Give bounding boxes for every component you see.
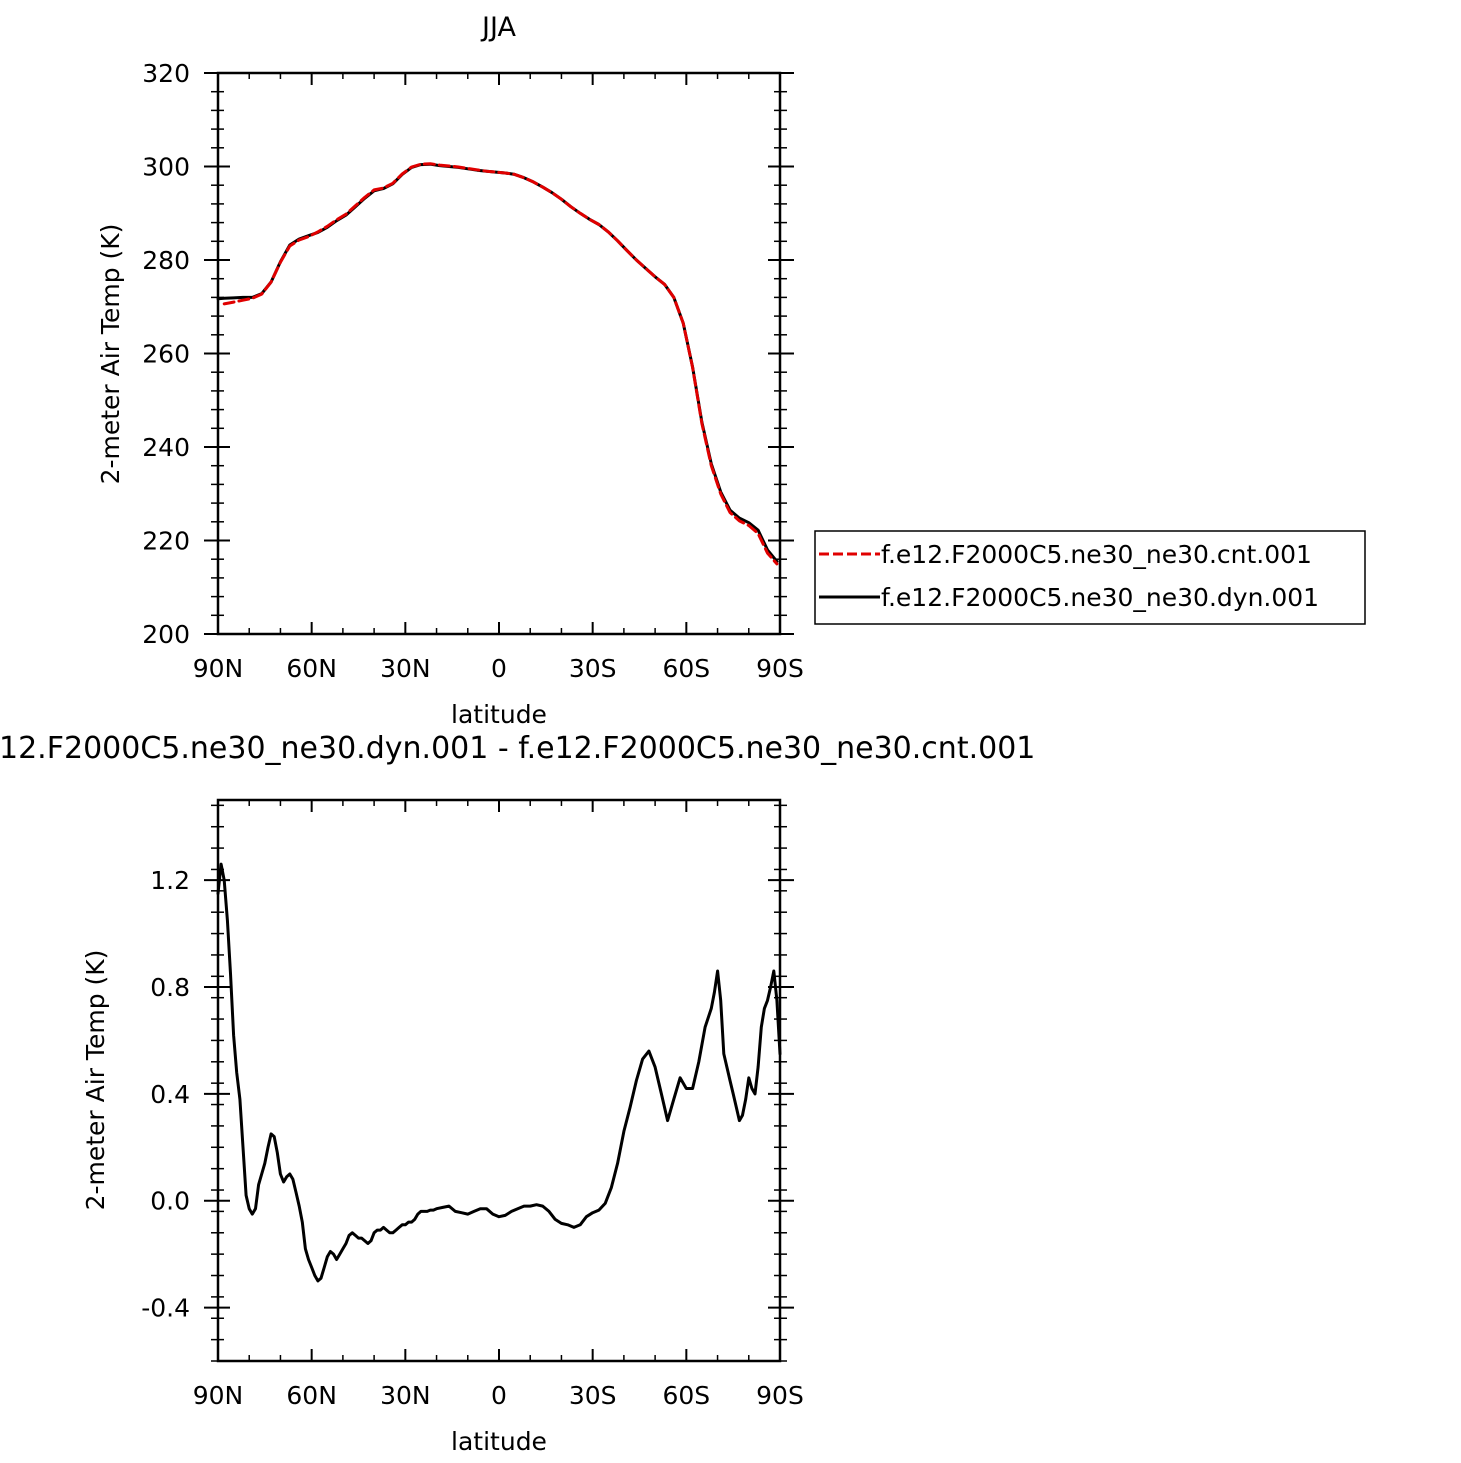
y-tick-label: 200	[142, 620, 190, 649]
tick-marks: 90N 60N 30N 0 30S 60S 90S -0.4 0.0 0.4 0.8 1.2	[141, 800, 804, 1410]
plot-lines	[216, 862, 782, 1283]
series-line-difference	[216, 862, 782, 1283]
plot-frame	[216, 71, 782, 636]
x-tick-label: 30S	[569, 1381, 617, 1410]
legend: f.e12.F2000C5.ne30_ne30.cnt.001 f.e12.F2…	[814, 530, 1366, 625]
legend-label-cnt: f.e12.F2000C5.ne30_ne30.cnt.001	[881, 540, 1312, 569]
y-tick-label: -0.4	[141, 1294, 190, 1323]
tick-marks: 90N 60N 30N 0 30S 60S 90S 200 220 240 260 280 300 320	[142, 59, 804, 683]
bottom-panel: f.e12.F2000C5.ne30_ne30.dyn.001 - f.e12.…	[0, 731, 1035, 1456]
chart-title: f.e12.F2000C5.ne30_ne30.dyn.001 - f.e12.…	[0, 731, 1035, 766]
x-tick-label: 60S	[662, 654, 710, 683]
x-tick-label: 30N	[380, 654, 431, 683]
y-tick-label: 0.8	[150, 973, 190, 1002]
x-tick-label: 90S	[756, 1381, 804, 1410]
x-axis-label: latitude	[451, 1427, 547, 1456]
y-tick-label: 320	[142, 59, 190, 88]
y-tick-label: 0.0	[150, 1187, 190, 1216]
top-panel: JJA 90N 60N 30N 0 30S 60S 90S 200 220 240 260 280 30…	[96, 12, 1366, 729]
x-tick-label: 60S	[662, 1381, 710, 1410]
y-tick-label: 260	[142, 340, 190, 369]
x-tick-label: 90N	[193, 1381, 244, 1410]
x-tick-label: 90N	[193, 654, 244, 683]
x-tick-label: 0	[491, 1381, 507, 1410]
y-tick-label: 220	[142, 527, 190, 556]
x-tick-label: 60N	[286, 1381, 337, 1410]
x-tick-label: 0	[491, 654, 507, 683]
series-line-cnt	[222, 162, 779, 566]
plot-lines	[216, 162, 779, 566]
y-tick-label: 280	[142, 246, 190, 275]
x-tick-label: 90S	[756, 654, 804, 683]
legend-box	[814, 530, 1366, 625]
chart-title: JJA	[480, 12, 516, 43]
legend-label-dyn: f.e12.F2000C5.ne30_ne30.dyn.001	[881, 583, 1319, 612]
y-tick-label: 0.4	[150, 1080, 190, 1109]
y-tick-label: 240	[142, 433, 190, 462]
x-tick-label: 30N	[380, 1381, 431, 1410]
y-axis-label: 2-meter Air Temp (K)	[81, 950, 110, 1211]
y-tick-label: 1.2	[150, 866, 190, 895]
x-tick-label: 60N	[286, 654, 337, 683]
x-tick-label: 30S	[569, 654, 617, 683]
y-axis-label: 2-meter Air Temp (K)	[96, 224, 125, 485]
x-axis-label: latitude	[451, 700, 547, 729]
y-tick-label: 300	[142, 153, 190, 182]
